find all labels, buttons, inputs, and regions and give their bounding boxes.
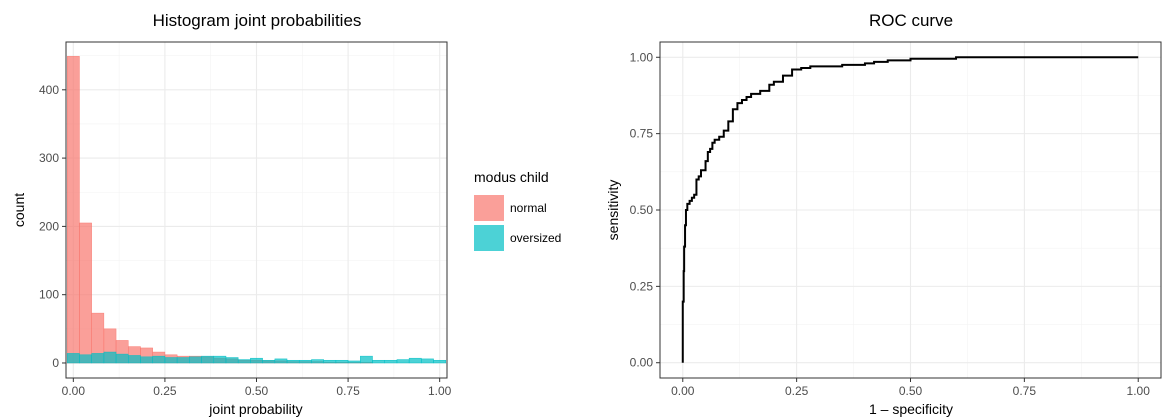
histogram-panel: Histogram joint probabilities 0.00 0.25 0.… bbox=[11, 11, 452, 417]
legend-title: modus child bbox=[474, 169, 549, 185]
histogram-bar-normal bbox=[79, 222, 92, 364]
histogram-y-tick-label: 0 bbox=[52, 356, 59, 370]
histogram-y-tick-label: 200 bbox=[39, 219, 59, 233]
histogram-y-tick-label: 400 bbox=[39, 83, 59, 97]
histogram-bar-oversized bbox=[298, 359, 312, 364]
histogram-bar-oversized bbox=[323, 359, 337, 364]
histogram-bar-oversized bbox=[164, 357, 178, 364]
histogram-bar-oversized bbox=[225, 357, 239, 364]
roc-title: ROC curve bbox=[869, 11, 953, 30]
roc-x-tick-label: 1.00 bbox=[1127, 384, 1151, 398]
histogram-bar-oversized bbox=[152, 355, 166, 364]
histogram-bar-normal bbox=[66, 56, 80, 364]
histogram-title: Histogram joint probabilities bbox=[153, 11, 362, 30]
roc-y-tick-label: 0.50 bbox=[630, 203, 654, 217]
histogram-bar-oversized bbox=[103, 351, 117, 364]
histogram-bar-oversized bbox=[372, 359, 385, 364]
legend-key-oversized bbox=[474, 225, 504, 251]
histogram-bar-oversized bbox=[91, 353, 105, 364]
histogram-bar-oversized bbox=[262, 359, 276, 364]
roc-curve-line bbox=[681, 56, 1139, 363]
histogram-bar-oversized bbox=[384, 359, 398, 364]
histogram-y-axis-label: count bbox=[11, 193, 27, 227]
histogram-bar-oversized bbox=[140, 356, 153, 364]
roc-panel: ROC curve 0.00 0.25 0.50 0.75 1.00 0.000.250… bbox=[605, 11, 1162, 417]
histogram-bar-oversized bbox=[201, 355, 215, 364]
histogram-bar-oversized bbox=[176, 357, 190, 364]
histogram-bar-oversized bbox=[250, 357, 263, 364]
histogram-bar-oversized bbox=[286, 359, 300, 364]
histogram-bar-oversized bbox=[128, 355, 141, 364]
roc-y-axis-label: sensitivity bbox=[605, 180, 621, 241]
roc-grid bbox=[660, 42, 1161, 378]
histogram-x-tick-label: 0.50 bbox=[245, 384, 269, 398]
roc-x-axis-label: 1 – specificity bbox=[869, 401, 953, 417]
roc-y-tick-label: 1.00 bbox=[630, 50, 654, 64]
roc-y-tick-label: 0.00 bbox=[630, 356, 654, 370]
legend-key-normal bbox=[474, 195, 504, 221]
roc-x-tick-label: 0.50 bbox=[899, 384, 923, 398]
histogram-bars-oversized bbox=[66, 351, 447, 364]
histogram-x-tick-label: 0.00 bbox=[62, 384, 86, 398]
histogram-bar-oversized bbox=[115, 353, 129, 364]
histogram-bar-oversized bbox=[396, 359, 410, 364]
histogram-bar-oversized bbox=[433, 359, 447, 364]
histogram-bar-oversized bbox=[274, 358, 288, 364]
histogram-x-axis-label: joint probability bbox=[208, 401, 302, 417]
histogram-bar-oversized bbox=[189, 356, 202, 364]
histogram-bar-oversized bbox=[421, 358, 434, 364]
histogram-y-tick-label: 300 bbox=[39, 151, 59, 165]
histogram-y-tick-label: 100 bbox=[39, 288, 59, 302]
histogram-y-ticks: 0 100 200 300 400 bbox=[39, 83, 66, 370]
histogram-x-tick-label: 0.25 bbox=[153, 384, 177, 398]
histogram-bar-oversized bbox=[237, 359, 251, 364]
roc-x-ticks: 0.00 0.25 0.50 0.75 1.00 bbox=[671, 378, 1150, 398]
legend: modus child normal oversized bbox=[474, 169, 561, 251]
roc-x-tick-label: 0.75 bbox=[1013, 384, 1037, 398]
roc-y-tick-label: 0.75 bbox=[630, 127, 654, 141]
roc-x-tick-label: 0.25 bbox=[785, 384, 809, 398]
histogram-x-ticks: 0.00 0.25 0.50 0.75 1.00 bbox=[62, 378, 452, 398]
histogram-bar-oversized bbox=[360, 355, 373, 364]
roc-x-tick-label: 0.00 bbox=[671, 384, 695, 398]
histogram-bar-oversized bbox=[408, 357, 422, 364]
legend-label-oversized: oversized bbox=[510, 231, 561, 245]
roc-y-ticks: 0.00 0.25 0.50 0.75 1.00 bbox=[630, 50, 660, 370]
histogram-grid bbox=[66, 42, 447, 378]
histogram-x-tick-label: 0.75 bbox=[336, 384, 360, 398]
histogram-bar-oversized bbox=[311, 359, 324, 364]
histogram-bar-oversized bbox=[335, 359, 349, 364]
histogram-bar-oversized bbox=[79, 354, 92, 364]
legend-label-normal: normal bbox=[510, 201, 547, 215]
histogram-bar-oversized bbox=[347, 360, 361, 364]
roc-y-tick-label: 0.25 bbox=[630, 279, 654, 293]
histogram-x-tick-label: 1.00 bbox=[428, 384, 452, 398]
histogram-bar-oversized bbox=[213, 355, 227, 364]
histogram-bar-oversized bbox=[66, 353, 80, 364]
